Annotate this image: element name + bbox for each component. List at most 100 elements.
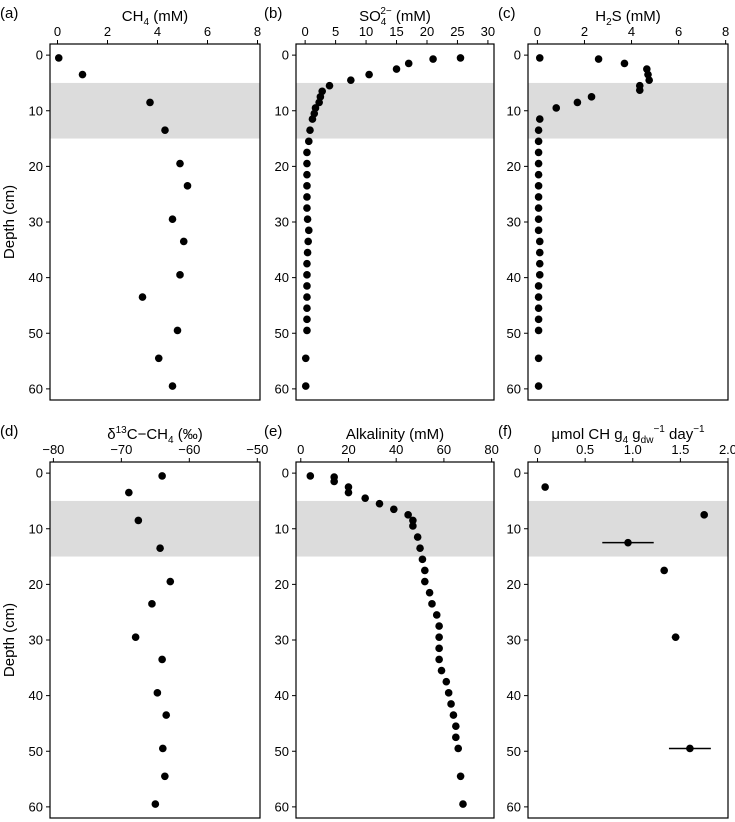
data-point-b (301, 354, 310, 363)
data-point-b (306, 126, 314, 135)
y-tick-label-d: 10 (29, 521, 43, 536)
y-tick-label-b: 50 (275, 326, 289, 341)
y-tick-label-a: 20 (29, 159, 43, 174)
data-point-c (535, 237, 544, 246)
x-tick-label-b: 0 (302, 24, 309, 39)
data-point-f (686, 744, 694, 753)
x-tick-label-d: −70 (110, 442, 132, 457)
panel-e: (e) Alkalinity (mM) 0 20 40 60 80 0 10 20 30 40 50 60 (264, 423, 499, 819)
x-tick-label-f: 1.5 (671, 442, 689, 457)
data-point-e (435, 655, 443, 664)
data-point-e (442, 677, 451, 686)
data-point-a (176, 271, 184, 279)
data-point-e (344, 483, 353, 491)
data-point-c (534, 148, 543, 157)
y-tick-label-d: 60 (29, 799, 43, 814)
panel-label-d: (d) (0, 423, 18, 440)
panel-d: (d) δ13C−CH4 (‰) −80 −70 −60 −50 0 10 20 30 40 50 60 (0, 423, 268, 819)
data-point-e (435, 633, 443, 642)
data-point-b (347, 76, 355, 84)
data-point-b (304, 237, 312, 246)
y-tick-label-b: 10 (275, 103, 289, 118)
axis-title-d: δ13C−CH4 (‰) (107, 425, 202, 446)
y-tick-label-e: 20 (275, 577, 289, 592)
y-tick-label-d: 20 (29, 577, 43, 592)
x-tick-label-e: 40 (389, 442, 403, 457)
x-tick-label-b: 25 (450, 24, 464, 39)
data-point-b (325, 81, 334, 90)
data-point-c (534, 137, 543, 146)
y-tick-label-e: 50 (275, 744, 289, 759)
data-point-e (444, 689, 453, 697)
data-point-c (534, 159, 543, 168)
data-point-a (179, 237, 188, 246)
data-point-b (303, 215, 312, 224)
y-tick-label-c: 30 (507, 215, 521, 230)
data-point-a (78, 70, 87, 79)
data-point-e (449, 711, 458, 719)
y-tick-label-f: 30 (507, 633, 521, 648)
data-point-a (168, 382, 177, 390)
data-point-b (303, 248, 312, 257)
y-tick-label-a: 0 (36, 48, 43, 63)
y-tick-label-c: 60 (507, 381, 521, 396)
shaded-zone-d (50, 500, 260, 557)
data-point-a (146, 98, 154, 107)
panel-label-f: (f) (498, 423, 512, 440)
data-point-f (700, 511, 708, 519)
data-point-c (534, 126, 543, 135)
y-axis-label: Depth (cm) (1, 185, 18, 259)
x-tick-label-d: −60 (178, 442, 200, 457)
data-point-c (534, 293, 543, 301)
data-point-e (330, 477, 338, 486)
data-point-a (138, 293, 147, 301)
data-point-b (303, 204, 311, 212)
y-tick-label-e: 40 (275, 688, 289, 703)
x-tick-label-a: 2 (104, 24, 111, 39)
panel-a: (a) CH4 (mM) 0 2 4 6 8 0 10 20 30 40 50 60 (0, 5, 261, 401)
y-tick-label-e: 60 (275, 799, 289, 814)
data-point-b (303, 159, 311, 168)
data-point-c (534, 182, 543, 190)
data-point-c (534, 326, 543, 335)
data-point-e (459, 800, 467, 808)
data-point-e (447, 700, 455, 708)
axis-title-a: CH4 (mM) (122, 8, 188, 28)
data-point-c (573, 98, 582, 107)
y-tick-label-c: 0 (514, 48, 521, 63)
data-point-e (409, 516, 417, 525)
shaded-zone-b (296, 82, 494, 139)
data-point-e (413, 533, 422, 541)
shaded-zone-f (528, 500, 728, 557)
y-tick-label-f: 40 (507, 688, 521, 703)
y-tick-label-f: 50 (507, 744, 521, 759)
data-point-e (437, 666, 446, 675)
data-point-e (432, 611, 441, 619)
x-tick-label-f: 0.5 (576, 442, 594, 457)
x-tick-label-a: 6 (204, 24, 211, 39)
data-point-e (421, 566, 429, 575)
data-point-b (303, 148, 311, 157)
data-point-a (183, 182, 192, 190)
axis-title-b: SO42− (mM) (359, 6, 431, 28)
data-point-e (375, 499, 384, 508)
x-tick-label-c: 6 (675, 24, 682, 39)
axis-title-e: Alkalinity (mM) (346, 426, 444, 443)
data-point-b (303, 271, 311, 279)
y-tick-label-e: 30 (275, 633, 289, 648)
y-tick-label-c: 50 (507, 326, 521, 341)
data-point-c (534, 204, 543, 212)
data-point-b (303, 304, 311, 313)
data-point-e (361, 494, 369, 502)
data-point-c (645, 76, 653, 84)
y-tick-label-a: 60 (29, 381, 43, 396)
data-point-d (148, 600, 156, 608)
x-tick-label-b: 20 (420, 24, 434, 39)
data-point-d (156, 544, 164, 553)
data-point-e (404, 511, 412, 519)
data-point-a (168, 215, 177, 224)
y-tick-label-c: 10 (507, 103, 521, 118)
data-point-e (344, 488, 353, 497)
data-point-d (159, 744, 167, 753)
y-tick-label-d: 30 (29, 633, 43, 648)
